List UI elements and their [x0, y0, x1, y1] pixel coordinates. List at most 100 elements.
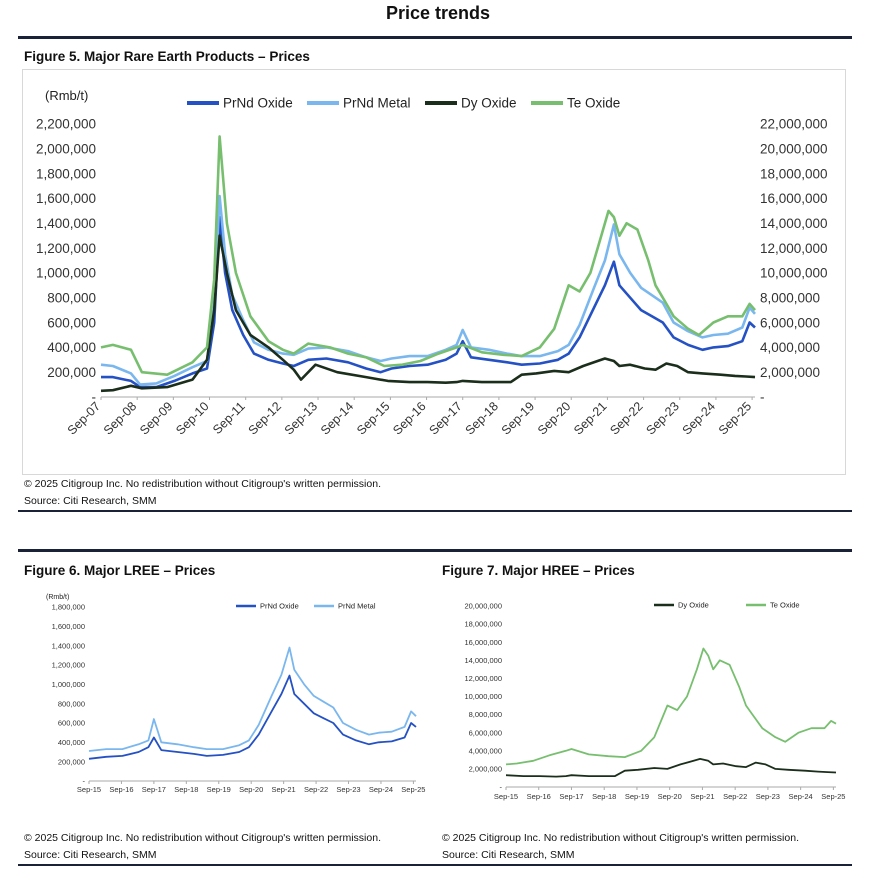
x-tick-label: Sep-19	[207, 785, 231, 794]
y-tick-label-left: -	[83, 777, 86, 786]
y-tick-label-left: 400,000	[58, 738, 85, 747]
x-tick-label: Sep-23	[643, 399, 681, 437]
x-tick-label: Sep-24	[680, 399, 718, 437]
figure-7-chart: - 2,000,000 4,000,000 6,000,000 8,000,000 10,…	[464, 601, 845, 801]
figure-6-title: Figure 6. Major LREE – Prices	[24, 563, 216, 578]
y-tick-label-right: 22,000,000	[760, 117, 828, 132]
y-tick-label-right: 8,000,000	[760, 290, 820, 305]
legend-label-te-oxide: Te Oxide	[770, 601, 800, 610]
figure-5-source: Source: Citi Research, SMM	[24, 495, 157, 507]
x-tick-label: Sep-18	[592, 792, 616, 801]
series-line-dy-oxide	[100, 234, 756, 393]
figures-6-7-bottom-rule	[18, 864, 852, 866]
y-tick-label-right: 4,000,000	[760, 340, 820, 355]
x-tick-label: Sep-16	[109, 785, 133, 794]
y-tick-label-left: -	[500, 783, 503, 792]
y-tick-label-left: 1,400,000	[36, 216, 96, 231]
x-tick-label: Sep-07	[65, 399, 103, 437]
legend-label-prnd-oxide: PrNd Oxide	[260, 602, 299, 611]
x-tick-label: Sep-23	[336, 785, 360, 794]
y-tick-label-left: 1,400,000	[52, 641, 85, 650]
y-tick-label-left: 800,000	[47, 290, 96, 305]
y-tick-label-left: 800,000	[58, 699, 85, 708]
y-tick-label-left: 1,600,000	[36, 191, 96, 206]
y-tick-label-left: 2,200,000	[36, 117, 96, 132]
y-axis-unit-label: (Rmb/t)	[45, 88, 88, 103]
page-title: Price trends	[385, 3, 491, 23]
y-tick-label-left: 12,000,000	[464, 674, 502, 683]
x-tick-label: Sep-17	[559, 792, 583, 801]
series-line-prnd-oxide	[101, 215, 756, 389]
y-tick-label-right: 6,000,000	[760, 315, 820, 330]
y-tick-label-left: 1,200,000	[52, 661, 85, 670]
series-line-te-oxide	[100, 135, 756, 377]
legend-label-te-oxide: Te Oxide	[567, 96, 620, 111]
figure-6-chart: (Rmb/t) - 200,000 400,000 600,000 800,000 1,00…	[46, 594, 425, 794]
series-line-dy-oxide	[505, 757, 837, 778]
y-tick-label-left: 4,000,000	[469, 746, 502, 755]
x-tick-label: Sep-17	[426, 399, 464, 437]
y-tick-label-left: 200,000	[58, 757, 85, 766]
x-tick-label: Sep-21	[690, 792, 714, 801]
figure-5-bottom-rule	[18, 510, 852, 512]
x-tick-label: Sep-09	[137, 399, 175, 437]
x-tick-label: Sep-17	[142, 785, 166, 794]
x-tick-label: Sep-20	[658, 792, 682, 801]
x-tick-label: Sep-22	[304, 785, 328, 794]
figure-7-title: Figure 7. Major HREE – Prices	[442, 563, 635, 578]
y-tick-label-left: 2,000,000	[469, 765, 502, 774]
x-tick-label: Sep-23	[756, 792, 780, 801]
x-tick-label: Sep-25	[821, 792, 845, 801]
x-tick-label: Sep-08	[101, 399, 139, 437]
legend-label-dy-oxide: Dy Oxide	[678, 601, 709, 610]
y-tick-label-left: 8,000,000	[469, 710, 502, 719]
x-tick-label: Sep-13	[282, 399, 320, 437]
legend-label-prnd-oxide: PrNd Oxide	[223, 96, 293, 111]
x-tick-label: Sep-24	[369, 785, 393, 794]
x-tick-label: Sep-15	[77, 785, 101, 794]
figure-5-copyright: © 2025 Citigroup Inc. No redistribution …	[24, 478, 381, 490]
y-tick-label-left: 1,800,000	[36, 166, 96, 181]
y-tick-label-left: 200,000	[47, 365, 96, 380]
y-tick-label-left: 400,000	[47, 340, 96, 355]
x-tick-label: Sep-20	[239, 785, 263, 794]
y-tick-label-right: 10,000,000	[760, 266, 828, 281]
x-tick-label: Sep-18	[463, 399, 501, 437]
figure-7-chart-panel: - 2,000,000 4,000,000 6,000,000 8,000,000 10,…	[442, 585, 848, 813]
series-line-te-oxide	[505, 647, 837, 766]
y-tick-label-left: 18,000,000	[464, 620, 502, 629]
y-tick-label-right: 2,000,000	[760, 365, 820, 380]
x-tick-label: Sep-12	[246, 399, 284, 437]
legend-label-prnd-metal: PrNd Metal	[343, 96, 411, 111]
y-tick-label-right: 14,000,000	[760, 216, 828, 231]
x-tick-label: Sep-14	[318, 399, 356, 437]
y-tick-label-right: -	[760, 390, 765, 405]
y-tick-label-left: 600,000	[58, 719, 85, 728]
y-tick-label-left: 1,600,000	[52, 622, 85, 631]
x-tick-label: Sep-21	[272, 785, 296, 794]
y-tick-label-left: 16,000,000	[464, 638, 502, 647]
figure-7-copyright: © 2025 Citigroup Inc. No redistribution …	[442, 832, 799, 844]
legend-label-prnd-metal: PrNd Metal	[338, 602, 376, 611]
y-tick-label-left: 6,000,000	[469, 728, 502, 737]
x-tick-label: Sep-18	[174, 785, 198, 794]
x-tick-label: Sep-21	[571, 399, 609, 437]
figure-5-chart-panel: (Rmb/t) - 200,000 400,000 600,000 800,000 1,00…	[22, 69, 846, 475]
x-tick-label: Sep-20	[535, 399, 573, 437]
figure-5-title: Figure 5. Major Rare Earth Products – Pr…	[24, 49, 310, 64]
series-line-prnd-metal	[100, 194, 756, 386]
figure-6-source: Source: Citi Research, SMM	[24, 849, 157, 861]
figure-5-top-rule	[18, 36, 852, 39]
y-tick-label-left: 14,000,000	[464, 656, 502, 665]
y-tick-label-left: 2,000,000	[36, 142, 96, 157]
series-line-prnd-metal	[88, 646, 417, 752]
x-tick-label: Sep-22	[607, 399, 645, 437]
x-tick-label: Sep-15	[354, 399, 392, 437]
y-tick-label-left: 10,000,000	[464, 692, 502, 701]
x-tick-label: Sep-11	[210, 399, 248, 437]
x-tick-label: Sep-24	[789, 792, 813, 801]
y-tick-label-right: 12,000,000	[760, 241, 828, 256]
figure-7-source: Source: Citi Research, SMM	[442, 849, 575, 861]
x-tick-label: Sep-10	[173, 399, 211, 437]
y-tick-label-left: 600,000	[47, 315, 96, 330]
